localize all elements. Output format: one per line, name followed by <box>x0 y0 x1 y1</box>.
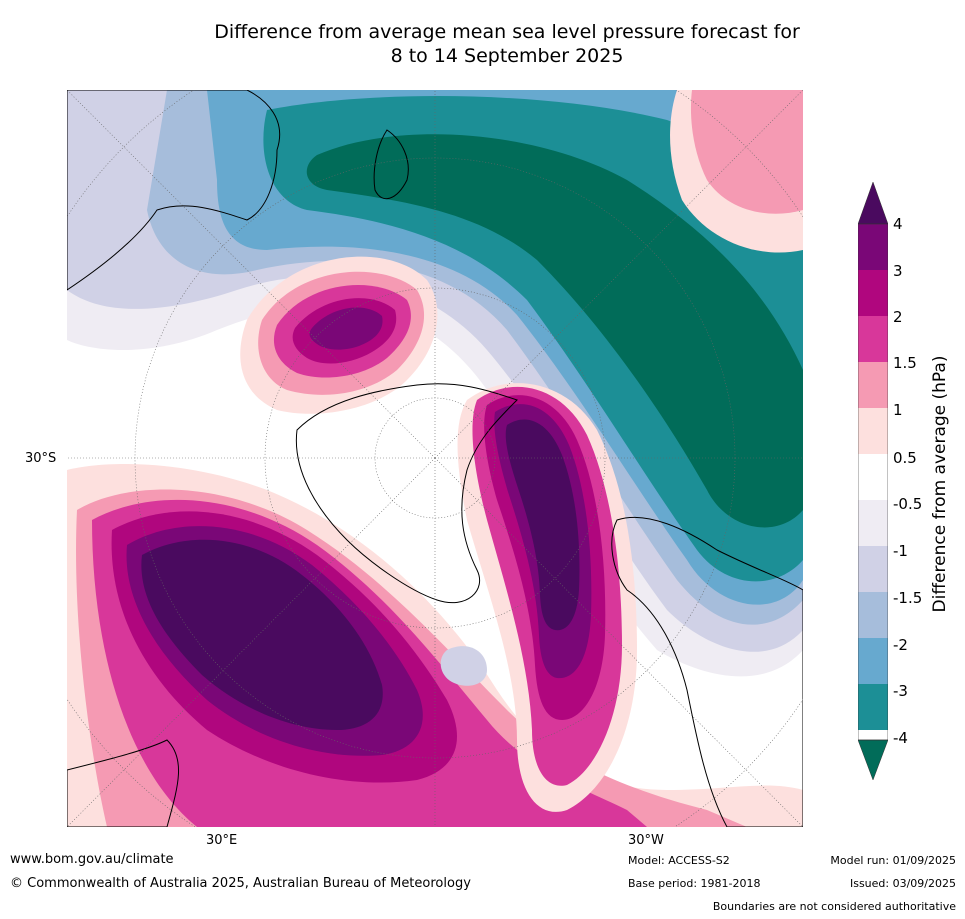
colorbar-seg-3 <box>858 270 888 316</box>
lat-label-30s: 30°S <box>25 451 57 466</box>
lon-label-30w: 30°W <box>628 833 664 848</box>
colorbar-seg-1-5 <box>858 362 888 408</box>
footer-model-run: Model run: 01/09/2025 <box>830 854 956 867</box>
colorbar-seg-m1 <box>858 546 888 592</box>
footer-model: Model: ACCESS-S2 <box>628 854 730 867</box>
colorbar-top-arrow <box>858 182 888 225</box>
colorbar-label-1: 1 <box>893 401 903 419</box>
colorbar-seg-m0-5 <box>858 500 888 546</box>
colorbar-bottom-arrow <box>858 739 888 781</box>
colorbar <box>858 182 888 781</box>
colorbar-label-0-5: 0.5 <box>893 449 917 467</box>
title-line-1: Difference from average mean sea level p… <box>214 21 800 43</box>
colorbar-seg-0-5 <box>858 454 888 500</box>
anomaly-pos-drake-5 <box>505 419 580 631</box>
colorbar-seg-4 <box>858 224 888 270</box>
anomaly-map <box>67 90 803 827</box>
footer-website[interactable]: www.bom.gov.au/climate <box>10 852 174 867</box>
anomaly-neg-4 <box>306 134 803 528</box>
anomaly-pos-weddell-5 <box>309 307 383 350</box>
footer-issued: Issued: 03/09/2025 <box>849 877 956 890</box>
colorbar-label-1-5: 1.5 <box>893 354 917 372</box>
footer-base-period: Base period: 1981-2018 <box>628 877 761 890</box>
lon-label-30e: 30°E <box>206 833 238 848</box>
colorbar-label-m1: -1 <box>893 542 908 560</box>
colorbar-label-m2: -2 <box>893 636 908 654</box>
title-line-2: 8 to 14 September 2025 <box>390 45 624 67</box>
colorbar-seg-2 <box>858 316 888 362</box>
colorbar-seg-m2 <box>858 638 888 684</box>
colorbar-title-text: Difference from average (hPa) <box>930 355 950 613</box>
footer-copyright: © Commonwealth of Australia 2025, Austra… <box>10 876 471 891</box>
colorbar-seg-m1-5 <box>858 592 888 638</box>
colorbar-label-m4: -4 <box>893 729 908 747</box>
map-svg <box>67 90 803 827</box>
colorbar-label-m1-5: -1.5 <box>893 589 923 607</box>
chart-title: Difference from average mean sea level p… <box>0 20 965 68</box>
anomaly-neg-sw-small <box>440 646 487 686</box>
colorbar-label-3: 3 <box>893 262 903 280</box>
australia-outline <box>67 90 281 291</box>
anomaly-pos-ne-inner <box>690 90 803 214</box>
new-zealand-outline <box>373 129 409 200</box>
colorbar-seg-m3 <box>858 684 888 730</box>
africa-outline <box>67 739 180 827</box>
footer-disclaimer: Boundaries are not considered authoritat… <box>712 900 956 913</box>
colorbar-label-4: 4 <box>893 215 903 233</box>
antarctica-outline <box>295 383 518 604</box>
colorbar-seg-1 <box>858 408 888 454</box>
south-america-outline <box>611 516 803 827</box>
anomaly-pos-sw-5 <box>141 539 383 730</box>
colorbar-label-m0-5: -0.5 <box>893 495 923 513</box>
colorbar-label-m3: -3 <box>893 682 908 700</box>
colorbar-label-2: 2 <box>893 308 903 326</box>
